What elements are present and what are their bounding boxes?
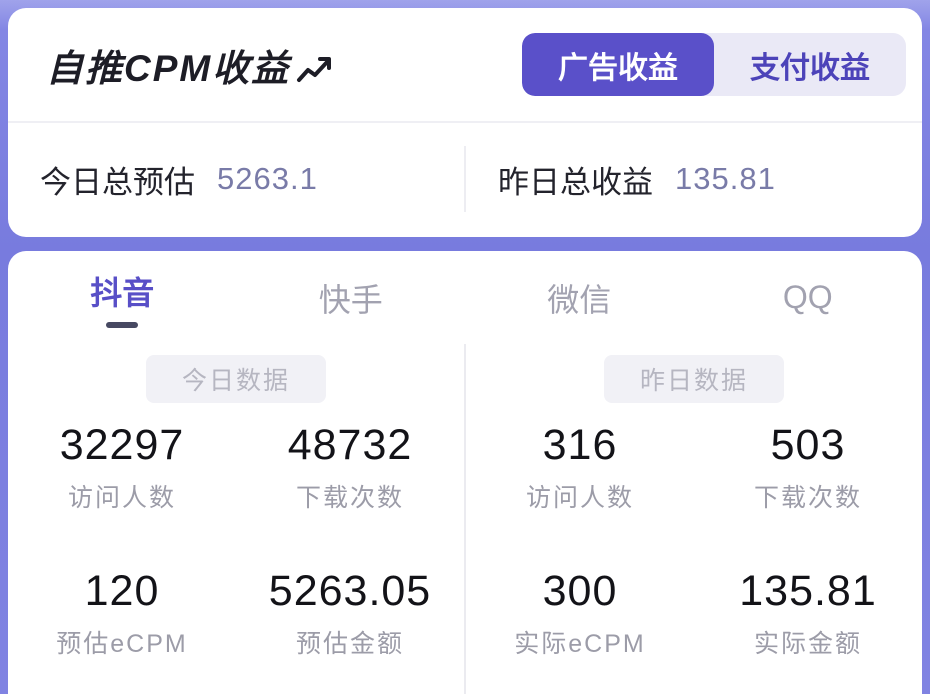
- summary-today-label: 今日总预估: [40, 164, 195, 200]
- summary-yesterday-label: 昨日总收益: [498, 164, 653, 200]
- stat-label: 下载次数: [295, 484, 404, 512]
- today-stat-grid: 32297 访问人数 48732 下载次数 120 预估eCPM 5263.05…: [8, 419, 464, 659]
- stat-value: 120: [84, 567, 160, 615]
- stat-label: 预估金额: [295, 630, 404, 658]
- page-title-wrap: 自推CPM收益: [46, 38, 336, 92]
- stat-today-downloads: 48732 下载次数: [236, 419, 464, 513]
- stat-today-amount: 5263.05 预估金额: [236, 565, 464, 659]
- tab-payment-revenue[interactable]: 支付收益: [750, 51, 870, 85]
- tab-kuaishou-label: 快手: [318, 281, 383, 318]
- summary-row: 今日总预估 5263.1 昨日总收益 135.81: [8, 123, 922, 235]
- today-data-badge: 今日数据: [145, 355, 326, 403]
- tab-wechat-label: 微信: [547, 281, 612, 318]
- stat-label: 预估eCPM: [56, 630, 188, 658]
- yesterday-data-badge: 昨日数据: [603, 355, 784, 403]
- section-yesterday-data: 昨日数据 316 访问人数 503 下载次数 300 实际eCPM 135.81…: [464, 344, 922, 694]
- active-tab-underline: [106, 321, 139, 328]
- summary-divider: [464, 146, 466, 212]
- stat-value: 135.81: [739, 567, 877, 615]
- stat-yesterday-ecpm: 300 实际eCPM: [466, 565, 694, 659]
- stat-yesterday-downloads: 503 下载次数: [694, 419, 922, 513]
- stat-today-ecpm: 120 预估eCPM: [8, 565, 236, 659]
- stat-yesterday-visitors: 316 访问人数: [466, 419, 694, 513]
- revenue-summary-card: 自推CPM收益 广告收益 支付收益 今日总预估 5263.1 昨日总收益 135…: [8, 8, 922, 237]
- stat-label: 实际金额: [753, 630, 862, 658]
- summary-today-value: 5263.1: [217, 161, 318, 196]
- platform-tabs: 抖音 快手 微信 QQ: [8, 251, 922, 344]
- section-today-data: 今日数据 32297 访问人数 48732 下载次数 120 预估eCPM 52…: [8, 344, 464, 694]
- stat-yesterday-amount: 135.81 实际金额: [694, 565, 922, 659]
- summary-today: 今日总预估 5263.1: [8, 157, 464, 202]
- tab-kuaishou[interactable]: 快手: [237, 275, 466, 321]
- platform-data-card: 抖音 快手 微信 QQ 今日数据 32297 访问人数: [8, 251, 922, 694]
- stat-label: 访问人数: [67, 484, 176, 512]
- tab-douyin-label: 抖音: [90, 274, 155, 311]
- tab-qq-label: QQ: [782, 279, 833, 315]
- tab-ad-revenue[interactable]: 广告收益: [522, 33, 714, 96]
- stat-value: 48732: [287, 421, 413, 469]
- tab-douyin[interactable]: 抖音: [8, 268, 237, 328]
- stat-label: 实际eCPM: [514, 630, 646, 658]
- stat-value: 5263.05: [268, 567, 432, 615]
- header-divider: [8, 121, 922, 123]
- data-area: 今日数据 32297 访问人数 48732 下载次数 120 预估eCPM 52…: [8, 344, 922, 694]
- stat-value: 32297: [59, 421, 185, 469]
- stat-value: 316: [542, 421, 618, 469]
- stat-label: 访问人数: [525, 484, 634, 512]
- page-title: 自推CPM收益: [46, 47, 291, 89]
- stat-value: 300: [542, 567, 618, 615]
- revenue-type-tabs: 广告收益 支付收益: [522, 33, 906, 96]
- summary-yesterday-value: 135.81: [675, 161, 776, 196]
- stat-value: 503: [770, 421, 846, 469]
- summary-yesterday: 昨日总收益 135.81: [466, 157, 922, 202]
- tab-wechat[interactable]: 微信: [465, 275, 694, 321]
- header: 自推CPM收益 广告收益 支付收益: [8, 8, 922, 121]
- trending-up-icon: [297, 56, 332, 82]
- yesterday-stat-grid: 316 访问人数 503 下载次数 300 实际eCPM 135.81 实际金额: [466, 419, 922, 659]
- tab-qq[interactable]: QQ: [694, 279, 923, 316]
- stat-today-visitors: 32297 访问人数: [8, 419, 236, 513]
- stat-label: 下载次数: [753, 484, 862, 512]
